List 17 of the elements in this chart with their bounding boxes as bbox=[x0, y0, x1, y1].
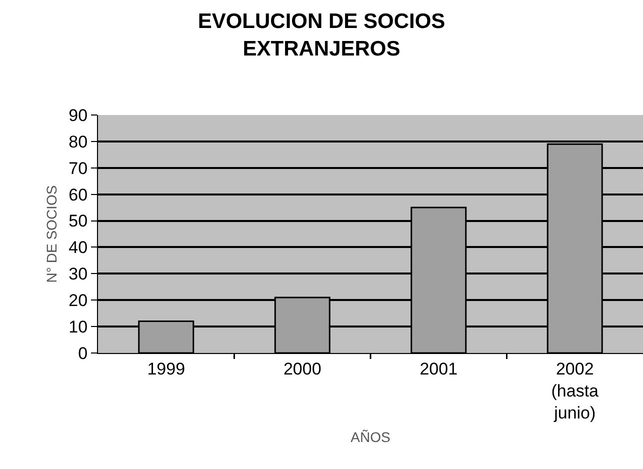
x-tick-label: 2002 (hasta junio) bbox=[551, 359, 600, 423]
x-tick-label: 2001 bbox=[420, 359, 458, 378]
y-tick-label: 60 bbox=[68, 185, 88, 204]
chart-title: EVOLUCION DE SOCIOS EXTRANJEROS bbox=[198, 10, 446, 60]
y-tick-label: 20 bbox=[68, 291, 88, 310]
x-tick-label: 1999 bbox=[147, 359, 186, 378]
y-tick-label: 90 bbox=[68, 106, 88, 125]
y-tick-label: 30 bbox=[68, 264, 88, 284]
y-tick-label: 50 bbox=[68, 212, 88, 231]
y-tick-label: 40 bbox=[68, 238, 88, 258]
y-axis-title: N° DE SOCIOS bbox=[43, 185, 60, 283]
y-tick-label: 80 bbox=[68, 132, 88, 152]
y-tick-label: 70 bbox=[68, 158, 88, 178]
x-axis-title: AÑOS bbox=[350, 428, 390, 445]
y-tick-label: 0 bbox=[78, 344, 88, 363]
x-tick-label: 2000 bbox=[283, 359, 322, 378]
y-tick-label: 10 bbox=[68, 318, 88, 337]
